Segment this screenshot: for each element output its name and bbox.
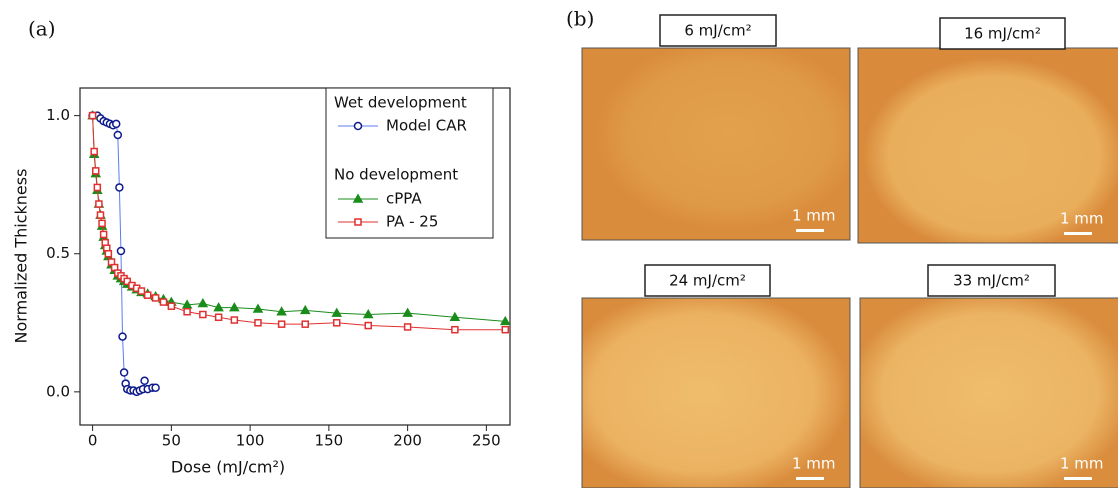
marker xyxy=(116,246,126,256)
marker xyxy=(362,308,374,319)
marker xyxy=(276,306,287,316)
image-label-box xyxy=(939,17,1066,50)
legend-label: Model CAR xyxy=(386,117,467,135)
x-tick-label: 250 xyxy=(472,432,501,450)
marker xyxy=(151,383,160,392)
scale-bar xyxy=(796,477,824,480)
marker xyxy=(402,307,413,317)
image-label: 16 mJ/cm² xyxy=(964,25,1041,43)
y-tick-label: 0.0 xyxy=(46,382,70,400)
scale-bar xyxy=(796,229,824,232)
legend-box xyxy=(325,87,494,239)
x-axis-label: Dose (mJ/cm²) xyxy=(171,458,285,477)
marker xyxy=(95,200,103,208)
image-label: 24 mJ/cm² xyxy=(669,272,746,290)
legend-label: cPPA xyxy=(386,190,422,208)
image-label-box xyxy=(659,14,777,47)
marker xyxy=(99,230,108,239)
marker xyxy=(301,320,309,328)
x-tick-label: 50 xyxy=(162,432,181,450)
marker xyxy=(151,294,160,302)
marker xyxy=(90,147,98,156)
marker xyxy=(137,287,146,295)
scale-bar xyxy=(1064,232,1092,235)
legend-heading: No development xyxy=(334,166,458,184)
marker xyxy=(111,119,121,129)
marker xyxy=(277,320,286,328)
marker xyxy=(229,302,240,312)
marker xyxy=(214,313,223,322)
legend-marker xyxy=(352,193,364,203)
marker xyxy=(140,376,149,386)
legend-heading: Wet development xyxy=(334,94,467,112)
marker xyxy=(501,325,510,334)
y-tick-label: 0.5 xyxy=(46,244,70,262)
y-axis-label: Normalized Thickness xyxy=(12,169,31,344)
marker xyxy=(159,298,168,306)
marker xyxy=(252,303,264,313)
scale-label: 1 mm xyxy=(792,455,836,473)
marker xyxy=(181,299,193,309)
marker xyxy=(104,249,113,258)
marker xyxy=(449,311,461,322)
x-tick-label: 200 xyxy=(393,432,422,450)
micrograph xyxy=(581,297,851,488)
image-label-box xyxy=(927,264,1056,297)
scale-label: 1 mm xyxy=(1060,210,1104,228)
marker xyxy=(254,319,262,327)
legend-label: PA - 25 xyxy=(386,213,438,231)
marker xyxy=(119,368,129,377)
marker xyxy=(115,183,124,192)
micrograph xyxy=(859,297,1118,488)
marker xyxy=(364,321,372,330)
marker xyxy=(299,304,311,315)
marker xyxy=(403,323,412,331)
marker xyxy=(113,130,123,140)
marker xyxy=(499,315,511,326)
plot-frame xyxy=(79,87,511,426)
marker xyxy=(167,302,176,310)
marker xyxy=(230,316,239,324)
y-tick-label: 1.0 xyxy=(46,106,70,124)
marker xyxy=(197,297,209,308)
marker xyxy=(199,310,207,319)
legend-marker xyxy=(353,121,363,131)
marker xyxy=(118,332,127,341)
marker xyxy=(93,183,102,192)
legend-marker xyxy=(354,218,362,226)
scale-bar xyxy=(1064,477,1092,480)
scale-label: 1 mm xyxy=(792,207,836,225)
x-tick-label: 150 xyxy=(315,432,344,450)
image-label: 33 mJ/cm² xyxy=(953,272,1030,290)
marker xyxy=(332,319,341,327)
marker xyxy=(98,219,106,228)
micrograph xyxy=(857,47,1118,244)
marker xyxy=(123,277,132,286)
panel-label: (b) xyxy=(566,7,594,31)
marker xyxy=(96,211,105,219)
panel-label: (a) xyxy=(28,17,56,41)
micrograph xyxy=(581,47,851,241)
marker xyxy=(183,307,191,316)
marker xyxy=(331,307,343,317)
marker xyxy=(451,325,459,334)
x-tick-label: 0 xyxy=(88,432,98,450)
marker xyxy=(213,302,224,312)
image-label: 6 mJ/cm² xyxy=(684,22,751,40)
marker xyxy=(143,291,152,299)
scale-label: 1 mm xyxy=(1060,455,1104,473)
marker xyxy=(92,167,100,175)
image-label-box xyxy=(644,264,771,297)
x-tick-label: 100 xyxy=(236,432,265,450)
marker xyxy=(88,111,97,120)
